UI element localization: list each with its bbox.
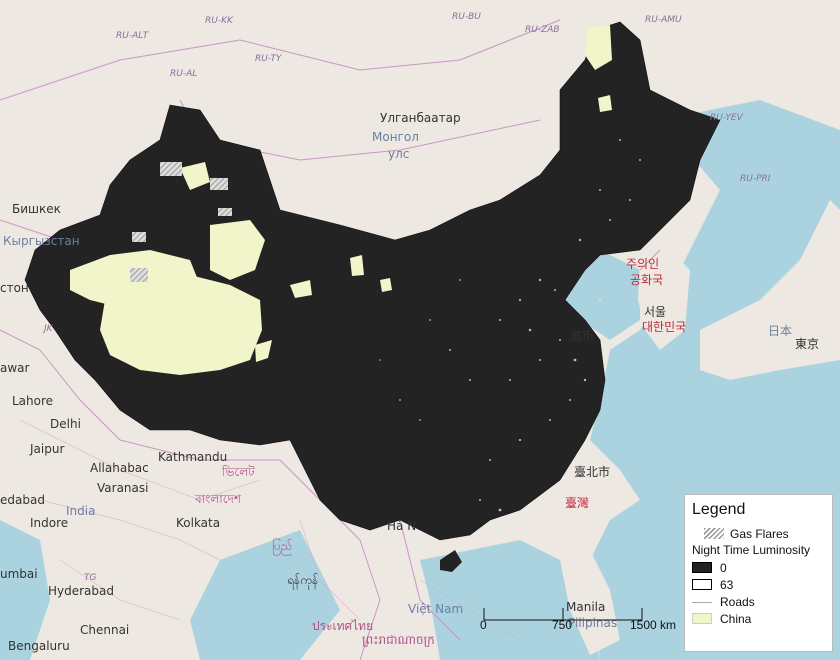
label-myanmar-2: ရန်ကုန် <box>287 573 319 587</box>
arabian-sea <box>0 520 50 660</box>
scale-bar-graphic <box>483 608 643 621</box>
legend-ntl-max: 63 <box>692 576 832 593</box>
ntl-max-swatch <box>692 579 712 590</box>
gas-flare-1 <box>160 162 182 176</box>
desert-south <box>255 340 272 362</box>
philippines-land <box>560 550 620 655</box>
gas-flare-2 <box>210 178 228 190</box>
legend-roads: Roads <box>692 593 832 610</box>
label-kathmandu: Kathmandu <box>158 450 228 464</box>
desert-manchuria2 <box>598 95 612 112</box>
label-tg: TG <box>84 573 97 583</box>
label-manila: Manila <box>566 600 606 614</box>
label-mongolia-2: улс <box>388 147 410 161</box>
label-indore: Indore <box>30 516 69 530</box>
legend-ntl-max-label: 63 <box>720 577 734 592</box>
china-swatch <box>692 613 712 624</box>
label-jaipur: Jaipur <box>30 442 65 456</box>
hainan <box>440 550 462 572</box>
label-jk: JK <box>44 324 53 334</box>
label-bengaluru: Bengaluru <box>8 639 70 653</box>
south-china-sea <box>420 540 600 660</box>
label-ru-al: RU-AL <box>170 69 198 79</box>
label-ulaanbaatar: Улганбаатар <box>380 111 461 125</box>
label-bishkek: Бишкек <box>12 202 61 216</box>
taiwan-land <box>566 470 586 515</box>
gas-flare-5 <box>218 208 232 216</box>
label-awar: awar <box>0 361 30 375</box>
label-bhutan: ভিলেট <box>222 465 255 479</box>
label-japan: 日本 <box>768 324 793 338</box>
scale-tick-1500: 1500 km <box>630 618 677 632</box>
label-gongwha: 공화국 <box>630 273 664 287</box>
scale-bar: 0 750 1500 km <box>480 600 680 650</box>
label-ahmedabad: edabad <box>0 493 45 507</box>
label-dprk: 주의인 <box>626 257 660 271</box>
label-mongolia-1: Монгол <box>372 130 419 144</box>
legend-gas-flares: Gas Flares <box>692 525 832 542</box>
label-delhi: Delhi <box>50 417 81 431</box>
label-shanghai: 島市 <box>570 329 595 343</box>
label-ru-yev: RU-YEV <box>710 113 743 123</box>
label-tajik: стон <box>0 281 29 295</box>
ntl-min-swatch <box>692 562 712 573</box>
desert-inner2 <box>350 255 364 276</box>
label-bangladesh: বাংলাদেশ <box>195 492 241 506</box>
label-ru-bu: RU-BU <box>452 12 481 22</box>
legend-china-label: China <box>720 611 752 626</box>
label-cambodia: ព្រះរាជាណាចក្រ <box>362 633 435 647</box>
legend-ntl-title: Night Time Luminosity <box>692 543 811 557</box>
label-myanmar-1: ပြည် <box>272 539 293 553</box>
roads-swatch <box>692 601 712 603</box>
label-chennai: Chennai <box>80 623 130 637</box>
legend-gas-flares-label: Gas Flares <box>730 526 789 541</box>
label-kolkata: Kolkata <box>176 516 221 530</box>
label-ru-ty: RU-TY <box>255 54 282 64</box>
legend-roads-label: Roads <box>720 594 755 609</box>
japan-land <box>700 200 840 380</box>
label-mumbai: umbai <box>0 567 38 581</box>
label-allahabad: Allahabac <box>90 461 149 475</box>
legend-title: Legend <box>692 501 746 518</box>
china-mainland <box>24 21 721 541</box>
label-ru-amu: RU-AMU <box>645 15 682 25</box>
legend-ntl-min-label: 0 <box>720 560 727 575</box>
desert-inner <box>290 280 312 298</box>
label-laos: ประเทศไทย <box>312 619 374 633</box>
label-varanasi: Varanasi <box>97 481 149 495</box>
label-ru-kk: RU-KK <box>205 16 233 26</box>
desert-inner3 <box>380 278 392 292</box>
desert-north1 <box>180 162 210 190</box>
legend-ntl-min: 0 <box>692 559 832 576</box>
night-lights <box>379 139 641 512</box>
label-india: India <box>66 504 96 518</box>
bay-bengal <box>190 530 340 660</box>
label-kyrgyzstan: Кыргызстан <box>3 234 80 248</box>
label-korea: 대한민국 <box>642 320 687 334</box>
label-ru-alt: RU-ALT <box>116 31 149 41</box>
desert-manchuria <box>585 25 612 70</box>
roads <box>19 419 521 641</box>
label-taiwan: 臺灣 <box>565 496 590 510</box>
korea-land <box>638 250 690 350</box>
gas-flare-3 <box>130 268 148 282</box>
label-hyderabad: Hyderabad <box>48 584 114 598</box>
desert-junggar <box>210 220 265 280</box>
label-ru-zab: RU-ZAB <box>525 25 560 35</box>
legend-china: China <box>692 610 832 627</box>
scale-tick-0: 0 <box>480 618 487 632</box>
label-seoul: 서울 <box>644 305 667 319</box>
legend-panel: Legend Gas Flares Night Time Luminosity … <box>684 494 833 652</box>
label-vietnam: Việt Nam <box>408 602 464 616</box>
label-lahore: Lahore <box>12 394 54 408</box>
label-taipei: 臺北市 <box>574 465 611 479</box>
label-ru-pri: RU-PRI <box>740 174 771 184</box>
gas-flare-4 <box>132 232 146 242</box>
scale-tick-750: 750 <box>552 618 573 632</box>
label-tokyo: 東京 <box>795 337 820 351</box>
gas-flares-swatch <box>704 528 724 539</box>
label-hanoi: Hà N <box>387 519 417 533</box>
